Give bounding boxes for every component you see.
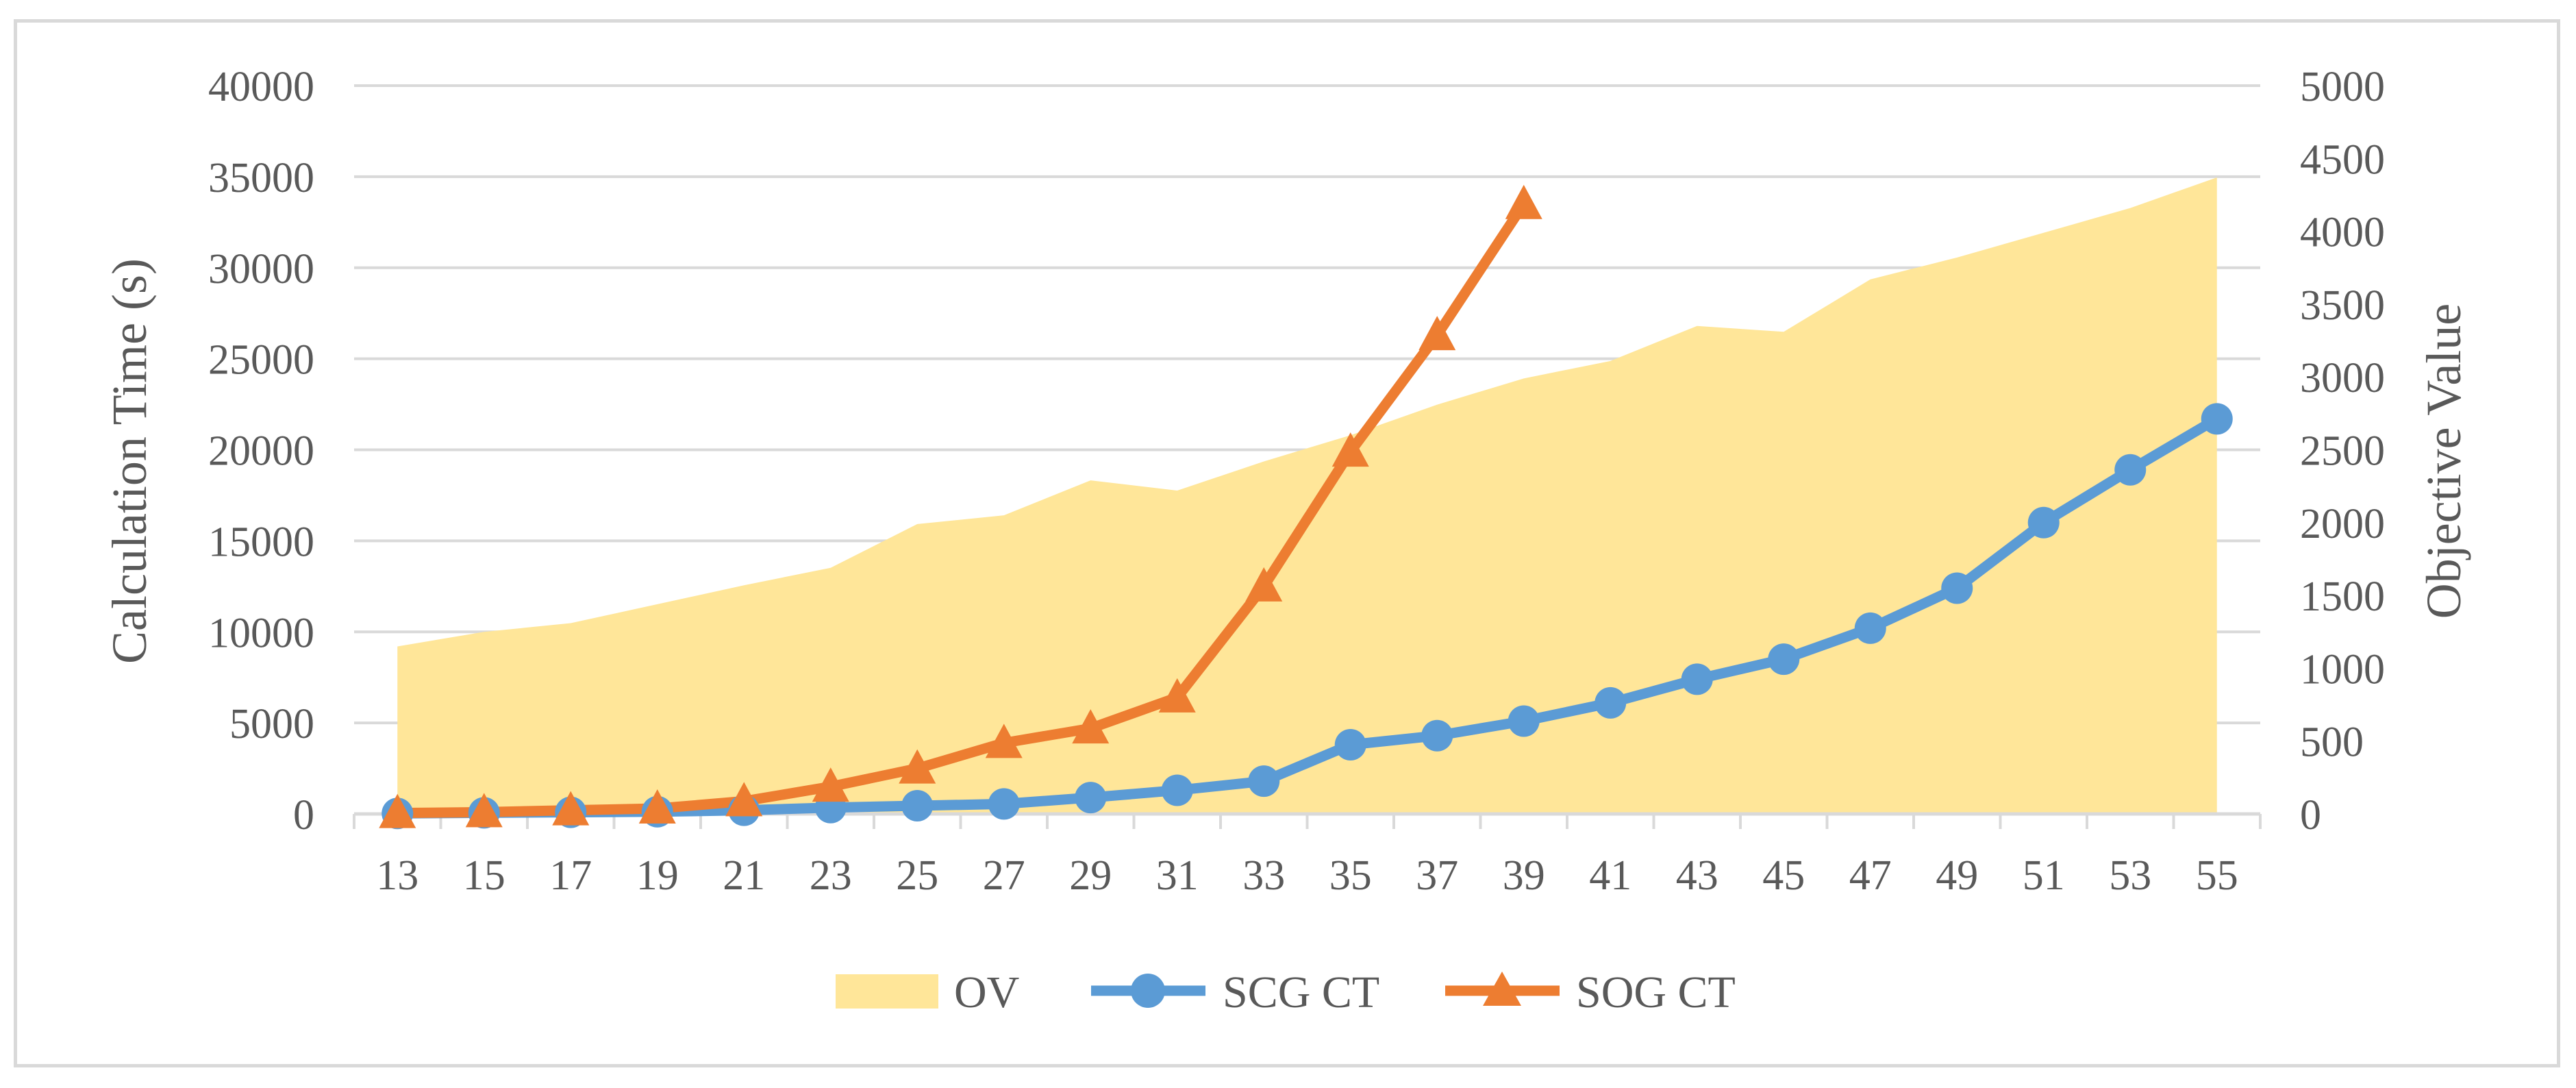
sog-point xyxy=(725,782,763,817)
x-tick-label: 17 xyxy=(549,852,592,899)
x-tick-label: 33 xyxy=(1242,852,1285,899)
legend-label-scg: SCG CT xyxy=(1223,967,1379,1017)
y-left-tick-label: 10000 xyxy=(208,610,314,656)
scg-point xyxy=(2114,454,2147,486)
sog-point xyxy=(1418,316,1456,351)
legend: OV SCG CT SOG CT xyxy=(836,967,1736,1017)
y-right-tick-label: 4000 xyxy=(2300,210,2385,256)
y-left-tick-label: 20000 xyxy=(208,428,314,475)
x-tick-label: 53 xyxy=(2109,852,2151,899)
y-right-tick-label: 1500 xyxy=(2300,573,2385,620)
x-tick-label: 55 xyxy=(2196,852,2238,899)
y-right-tick-label: 4500 xyxy=(2300,136,2385,183)
sog-point xyxy=(552,791,590,826)
x-tick-label: 19 xyxy=(636,852,679,899)
scg-line xyxy=(392,413,2223,819)
y-right-tick-label: 1000 xyxy=(2300,646,2385,693)
scg-point xyxy=(1421,719,1453,752)
sog-point xyxy=(465,793,503,828)
x-tick-label: 35 xyxy=(1329,852,1372,899)
x-tick-label: 27 xyxy=(983,852,1025,899)
y-left-tick-label: 35000 xyxy=(208,155,314,201)
scg-point xyxy=(1854,612,1886,644)
x-tick-label: 43 xyxy=(1676,852,1718,899)
x-tick-label: 41 xyxy=(1589,852,1631,899)
y-right-tick-label: 500 xyxy=(2300,719,2364,766)
sog-point xyxy=(1245,567,1283,602)
legend-marker-sog xyxy=(1483,972,1521,1006)
sog-point xyxy=(379,793,416,828)
y-right-tick-label: 5000 xyxy=(2300,64,2385,110)
legend-marker-scg xyxy=(1131,974,1165,1008)
scg-point xyxy=(1075,782,1107,814)
scg-point xyxy=(1768,643,1800,676)
legend-swatch-ov xyxy=(836,974,938,1009)
scg-point xyxy=(1508,705,1540,737)
x-tick-label: 47 xyxy=(1849,852,1892,899)
x-tick-label: 13 xyxy=(376,852,418,899)
scg-point xyxy=(1941,572,1973,604)
x-axis-ticks: 13 15 17 19 21 23 25 27 29 31 33 35 37 39 41 43 45 47 49 51… xyxy=(376,852,2238,899)
y-left-tick-label: 5000 xyxy=(229,701,314,747)
scg-point xyxy=(1681,663,1713,695)
x-tick-label: 37 xyxy=(1416,852,1458,899)
y-right-tick-label: 3000 xyxy=(2300,355,2385,401)
scg-point xyxy=(1334,729,1366,761)
y-right-tick-label: 2000 xyxy=(2300,501,2385,547)
sog-point xyxy=(1505,184,1542,219)
chart-svg: 0500010000150002000025000300003500040000… xyxy=(102,64,2471,1017)
y-right-tick-label: 0 xyxy=(2300,792,2321,839)
sog-point xyxy=(638,789,676,824)
y-right-tick-label: 3500 xyxy=(2300,282,2385,329)
sog-point xyxy=(985,724,1023,758)
scg-point xyxy=(1248,765,1280,798)
x-tick-label: 49 xyxy=(1936,852,1978,899)
x-tick-label: 31 xyxy=(1156,852,1199,899)
sog-point xyxy=(1072,709,1110,744)
sog-point xyxy=(1331,432,1369,467)
y-axis-left-title: Calculation Time (s) xyxy=(102,258,157,664)
ov-area xyxy=(397,177,2217,814)
y-left-tick-label: 30000 xyxy=(208,246,314,293)
y-axis-right-ticks: 0 500 1000 1500 2000 2500 3000 3500 4000 4500 5000 xyxy=(2300,64,2385,839)
x-tick-label: 23 xyxy=(810,852,852,899)
x-tick-label: 39 xyxy=(1503,852,1545,899)
sog-point xyxy=(899,749,936,784)
x-tick-label: 29 xyxy=(1069,852,1112,899)
scg-point xyxy=(2201,403,2233,435)
legend-label-sog: SOG CT xyxy=(1576,967,1736,1017)
y-left-tick-label: 15000 xyxy=(208,519,314,565)
y-left-tick-label: 0 xyxy=(293,792,314,839)
chart-frame: 0 5000 10000 15000 20000 25000 30000 35000 40000… xyxy=(14,19,2560,1067)
x-tick-label: 15 xyxy=(463,852,505,899)
x-tick-label: 45 xyxy=(1762,852,1805,899)
scg-point xyxy=(1161,774,1193,806)
x-tick-label: 51 xyxy=(2023,852,2065,899)
scg-point xyxy=(1595,687,1627,719)
sog-point xyxy=(1158,678,1196,713)
x-tick-label: 21 xyxy=(723,852,765,899)
ov-area-layer xyxy=(397,177,2217,814)
y-left-tick-label: 25000 xyxy=(208,337,314,384)
y-right-tick-label: 2500 xyxy=(2300,428,2385,475)
sog-point xyxy=(812,767,849,802)
y-axis-right-title: Objective Value xyxy=(2416,304,2471,619)
legend-label-ov: OV xyxy=(954,967,1019,1017)
y-left-tick-label: 40000 xyxy=(208,64,314,110)
scg-point xyxy=(2027,506,2060,539)
series-markers xyxy=(379,184,2233,830)
x-tick-label: 25 xyxy=(896,852,938,899)
scg-point xyxy=(901,790,934,822)
y-axis-left-ticks: 0 5000 10000 15000 20000 25000 30000 35000 40000 xyxy=(208,64,314,839)
scg-point xyxy=(988,788,1020,820)
